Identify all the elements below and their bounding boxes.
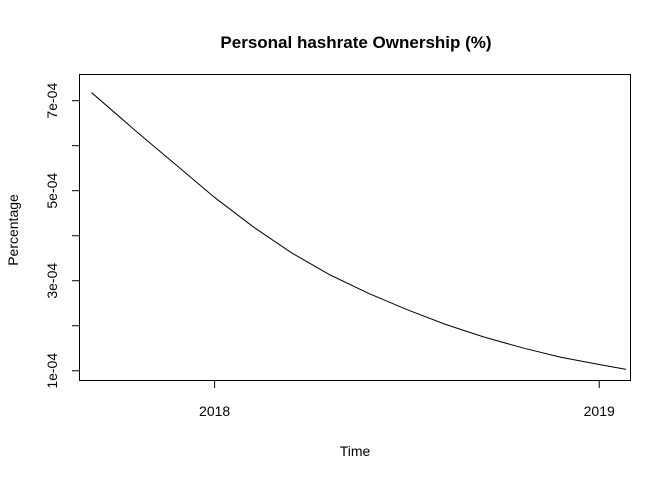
x-axis-label: Time (340, 443, 371, 459)
x-axis: 2018 2019 (199, 380, 615, 419)
y-tick-label: 7e-04 (44, 83, 60, 119)
y-tick-label: 5e-04 (44, 173, 60, 209)
y-tick-label: 1e-04 (44, 353, 60, 389)
x-tick-label: 2019 (584, 403, 615, 419)
series-line (91, 92, 627, 370)
chart-title: Personal hashrate Ownership (%) (220, 33, 491, 52)
y-tick-label: 3e-04 (44, 263, 60, 299)
plot-frame (79, 74, 631, 381)
y-axis-label: Percentage (5, 194, 21, 266)
y-axis: 1e-04 3e-04 5e-04 7e-04 (44, 83, 80, 389)
x-tick-label: 2018 (199, 403, 230, 419)
